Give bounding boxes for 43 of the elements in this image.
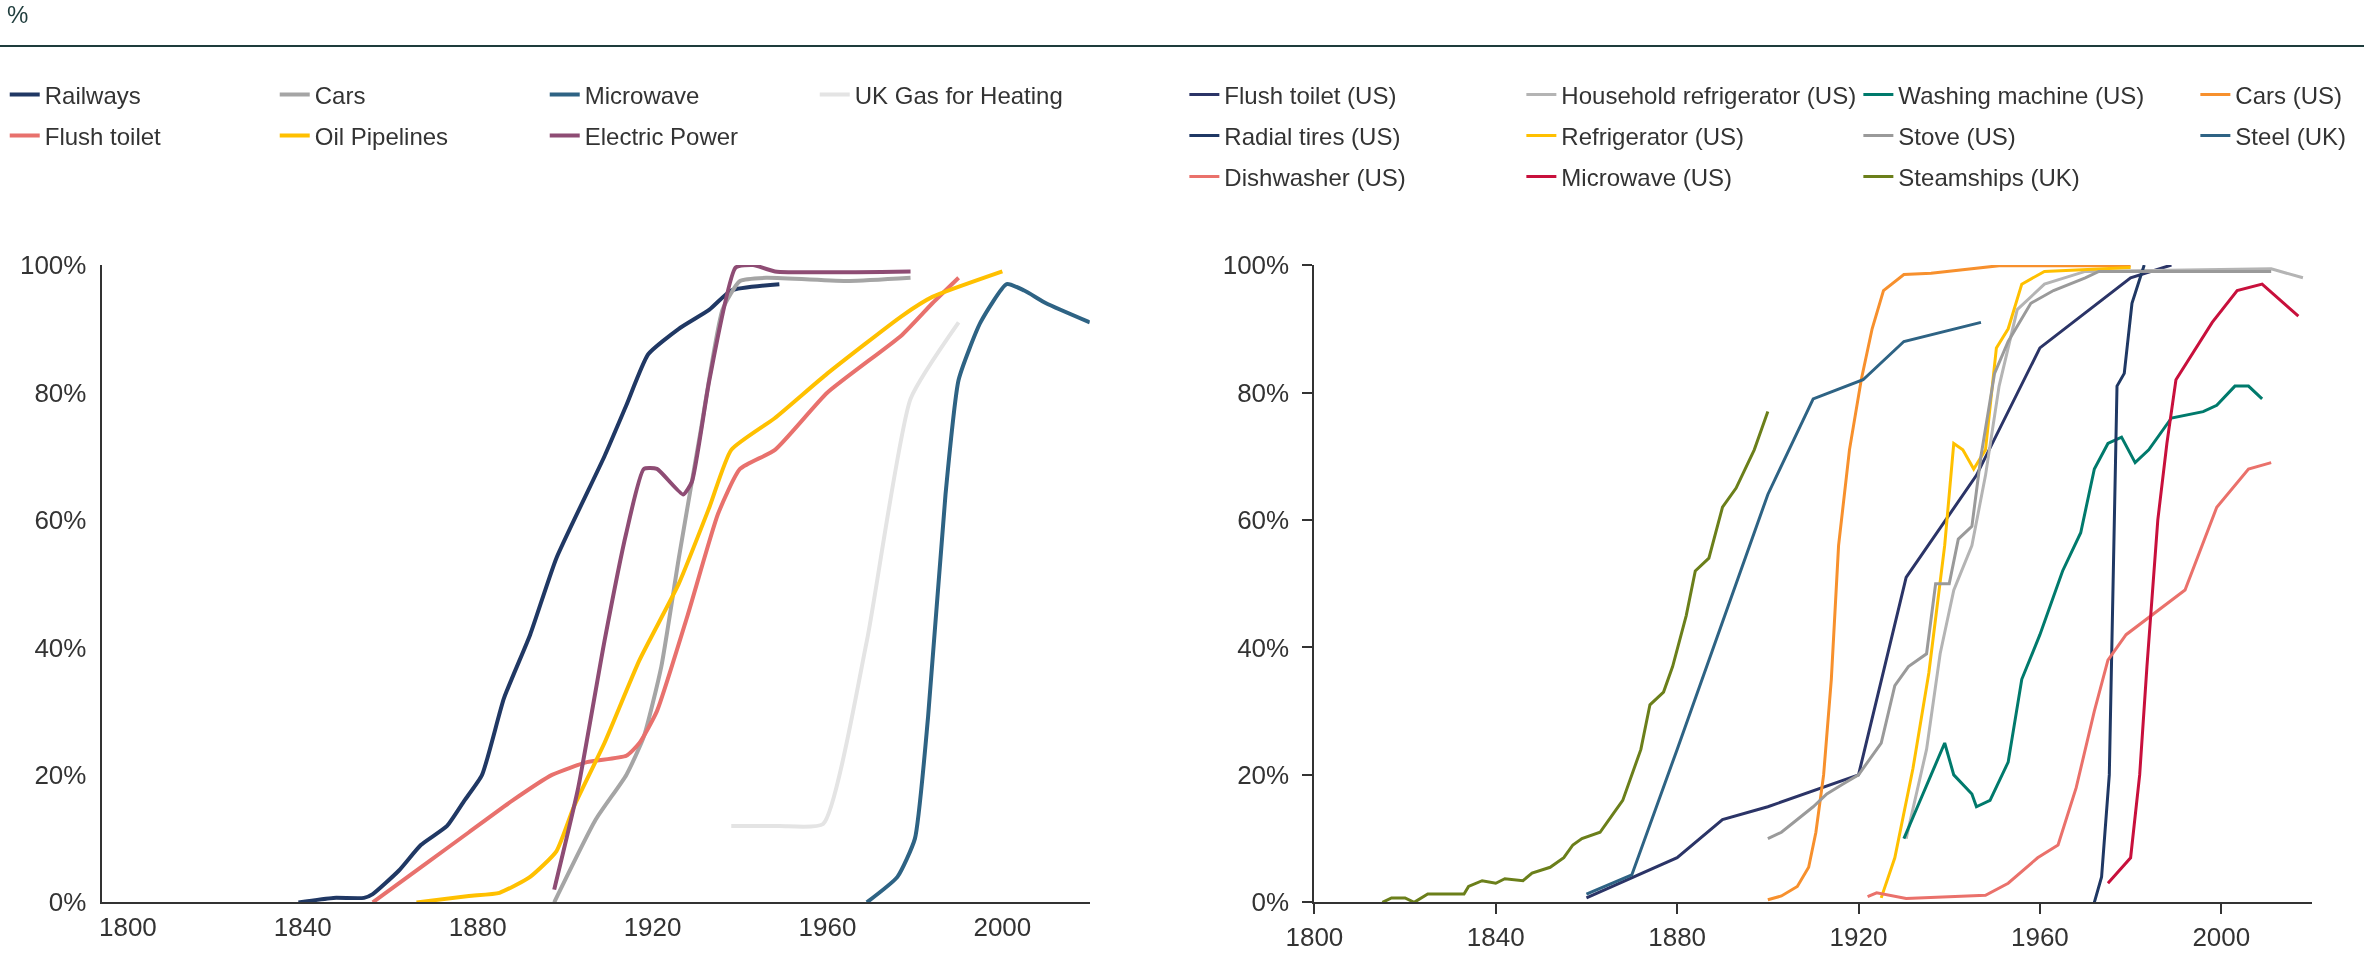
- y-tick-label: 100%: [19, 250, 87, 281]
- chart-title: %: [7, 1, 29, 28]
- y-tick-label: 100%: [1222, 250, 1290, 281]
- y-tick-label: 40%: [34, 632, 87, 663]
- legend-label: Cars: [314, 81, 366, 109]
- y-tick-label: 40%: [1237, 632, 1290, 663]
- x-tick-label: 2000: [973, 911, 1032, 942]
- x-tick-label: 1960: [798, 911, 857, 942]
- legend-label: Flush toilet: [44, 122, 162, 150]
- legend-label: Radial tires (US): [1224, 122, 1401, 150]
- legend-label: Steamships (UK): [1898, 163, 2080, 191]
- legend-label: UK Gas for Heating: [854, 81, 1063, 109]
- y-tick-label: 0%: [48, 887, 87, 918]
- x-tick-label: 1800: [98, 911, 157, 942]
- legend-label: Railways: [44, 81, 141, 109]
- legend-label: Washing machine (US): [1898, 81, 2145, 109]
- y-tick-label: 60%: [34, 505, 87, 536]
- legend-label: Refrigerator (US): [1561, 122, 1745, 150]
- legend-label: Electric Power: [584, 122, 739, 150]
- x-tick-label: 1840: [273, 911, 332, 942]
- x-tick-label: 1920: [623, 911, 682, 942]
- legend-label: Cars (US): [2235, 81, 2343, 109]
- x-tick-label: 2000: [2192, 921, 2251, 952]
- legend-label: Dishwasher (US): [1224, 163, 1406, 191]
- legend-label: Microwave: [584, 81, 700, 109]
- legend-label: Household refrigerator (US): [1561, 81, 1857, 109]
- legend-label: Oil Pipelines: [314, 122, 449, 150]
- legend-label: Microwave (US): [1561, 163, 1733, 191]
- y-tick-label: 80%: [1237, 377, 1290, 408]
- legend-label: Steel (UK): [2235, 122, 2347, 150]
- y-tick-label: 20%: [1237, 759, 1290, 790]
- y-tick-label: 20%: [34, 759, 87, 790]
- x-tick-label: 1920: [1829, 921, 1888, 952]
- x-tick-label: 1960: [2010, 921, 2069, 952]
- x-tick-label: 1800: [1285, 921, 1344, 952]
- legend-label: Stove (US): [1898, 122, 2016, 150]
- x-tick-label: 1880: [448, 911, 507, 942]
- x-tick-label: 1840: [1466, 921, 1525, 952]
- y-tick-label: 0%: [1251, 887, 1290, 918]
- x-tick-label: 1880: [1648, 921, 1707, 952]
- legend-label: Flush toilet (US): [1224, 81, 1397, 109]
- y-tick-label: 60%: [1237, 505, 1290, 536]
- y-tick-label: 80%: [34, 377, 87, 408]
